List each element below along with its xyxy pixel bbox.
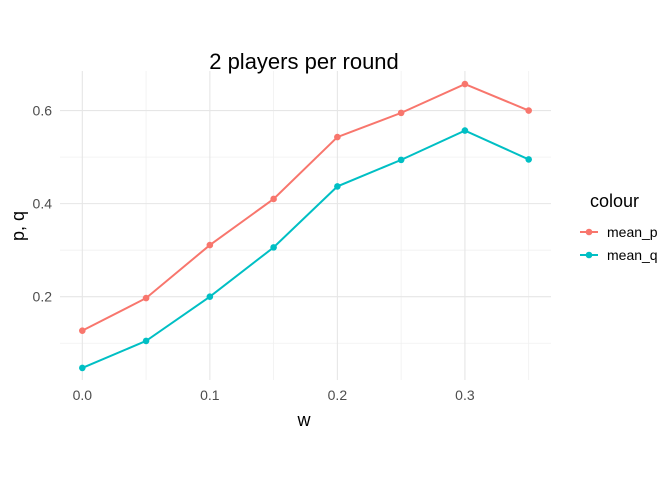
chart-title: 2 players per round xyxy=(209,49,399,74)
data-point xyxy=(525,107,532,114)
data-point xyxy=(334,133,341,141)
series-mean_p xyxy=(79,80,532,334)
y-axis-title: p, q xyxy=(8,211,28,241)
y-tick-label: 0.4 xyxy=(33,196,53,212)
data-point xyxy=(397,109,405,117)
data-point xyxy=(334,183,341,190)
data-point xyxy=(79,364,86,372)
data-point xyxy=(461,80,469,88)
data-point xyxy=(397,156,405,164)
series-lines xyxy=(79,80,532,372)
series-line xyxy=(81,129,530,369)
x-tick-label: 0.3 xyxy=(455,387,475,403)
legend: colour mean_p mean_q xyxy=(580,191,658,263)
y-tick-label: 0.6 xyxy=(33,103,53,119)
legend-label: mean_q xyxy=(607,247,658,263)
legend-key-point xyxy=(585,228,593,236)
y-tick-label: 0.2 xyxy=(33,289,53,305)
data-point xyxy=(461,127,469,134)
tick-labels: 0.0 0.1 0.2 0.3 0.2 0.4 0.6 xyxy=(33,103,475,403)
x-tick-label: 0.2 xyxy=(328,387,348,403)
data-point xyxy=(206,241,214,249)
data-point xyxy=(270,244,277,251)
grid-major-lines xyxy=(60,71,551,380)
grid-minor-lines xyxy=(60,71,551,380)
legend-label: mean_p xyxy=(607,224,658,240)
legend-item-mean_p: mean_p xyxy=(580,224,658,240)
legend-key-point xyxy=(585,251,593,259)
data-point xyxy=(142,337,150,345)
legend-item-mean_q: mean_q xyxy=(580,247,658,263)
data-point xyxy=(142,294,150,302)
x-tick-label: 0.0 xyxy=(73,387,93,403)
series-line xyxy=(81,82,530,332)
data-point xyxy=(525,156,532,163)
data-point xyxy=(79,327,86,334)
series-mean_q xyxy=(79,127,532,372)
x-tick-label: 0.1 xyxy=(200,387,220,403)
x-axis-title: w xyxy=(297,410,312,430)
data-point xyxy=(270,195,277,203)
data-point xyxy=(206,293,214,301)
legend-title: colour xyxy=(590,191,639,211)
